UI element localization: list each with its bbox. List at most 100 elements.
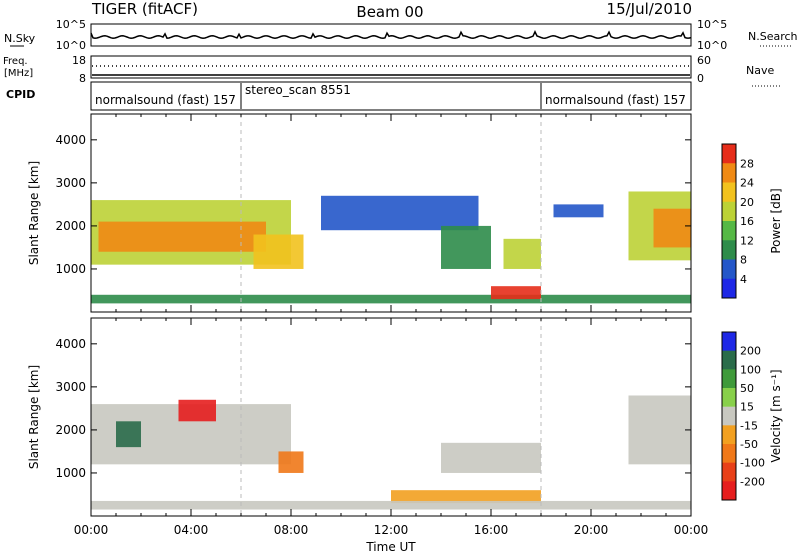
colorbar-tick-label: 24	[740, 177, 754, 190]
nsearch-tick-bottom: 10^0	[697, 39, 727, 52]
scatter-region	[91, 500, 691, 510]
x-axis-ticks: 00:00 04:00 08:00 12:00 16:00 20:00 00:00	[74, 523, 709, 537]
scatter-region	[98, 221, 266, 252]
colorbar-swatch	[722, 259, 736, 280]
colorbar-label: Velocity [m s⁻¹]	[769, 369, 783, 462]
colorbar-label: Power [dB]	[769, 188, 783, 253]
cpid-segment-label: stereo_scan 8551	[245, 83, 351, 97]
colorbar-tick-label: -50	[740, 438, 758, 451]
x-tick-label: 16:00	[474, 523, 509, 537]
scatter-region	[441, 442, 541, 473]
cpid-panel	[90, 81, 692, 111]
scatter-region	[321, 195, 479, 231]
colorbar-tick-label: -200	[740, 475, 765, 488]
colorbar-swatch	[722, 278, 736, 299]
nsky-panel	[90, 23, 692, 47]
colorbar-tick-label: -100	[740, 457, 765, 470]
beam-title: Beam 00	[356, 3, 423, 21]
y-tick-label: 4000	[55, 337, 86, 351]
scatter-region	[503, 238, 541, 269]
y-tick-label: 3000	[55, 380, 86, 394]
scatter-region	[441, 225, 491, 269]
colorbar-tick-label: 20	[740, 196, 754, 209]
colorbar-swatch	[722, 332, 736, 352]
scatter-region	[553, 204, 604, 218]
colorbar-swatch	[722, 388, 736, 408]
colorbar-tick-label: 4	[740, 273, 747, 286]
freq-unit: [MHz]	[4, 68, 33, 79]
scatter-region	[253, 234, 304, 269]
power-panel: 1000 2000 3000 4000 Slant Range [km]	[27, 113, 692, 313]
nsky-label: N.Sky	[4, 32, 36, 45]
scatter-region	[491, 286, 541, 300]
colorbar-frame	[721, 143, 737, 299]
colorbar-swatch	[722, 425, 736, 445]
date-title: 15/Jul/2010	[607, 0, 692, 18]
scatter-region	[391, 490, 541, 504]
colorbar-tick-label: 8	[740, 254, 747, 267]
station-title: TIGER (fitACF)	[91, 0, 198, 18]
nsearch-tick-top: 10^5	[697, 18, 727, 31]
cpid-segment-label: normalsound (fast) 157	[95, 93, 236, 107]
nsky-trace	[90, 30, 692, 40]
scatter-region	[653, 208, 691, 248]
y-tick-label: 2000	[55, 423, 86, 437]
x-tick-label: 00:00	[74, 523, 109, 537]
y-tick-label: 2000	[55, 219, 86, 233]
scatter-region	[116, 421, 141, 448]
nsky-tick-top: 10^5	[56, 18, 86, 31]
colorbar-tick-label: 100	[740, 363, 761, 376]
colorbar-tick-label: 50	[740, 382, 754, 395]
scatter-region	[91, 294, 691, 304]
freq-label: Freq.	[3, 56, 28, 67]
colorbar-swatch	[722, 444, 736, 464]
colorbar-swatch	[722, 406, 736, 426]
y-tick-label: 4000	[55, 133, 86, 147]
nsky-tick-bottom: 10^0	[56, 39, 86, 52]
nave-tick-bottom: 0	[697, 72, 704, 85]
colorbar-tick-label: -15	[740, 419, 758, 432]
nave-tick-top: 60	[697, 54, 711, 67]
colorbar-tick-label: 200	[740, 345, 761, 358]
velocity-colorbar: 200 100 50 15 -15 -50 -100 -200 Velocity [m s⁻¹]	[721, 331, 783, 501]
colorbar-swatch	[722, 144, 736, 164]
cpid-segment-label: normalsound (fast) 157	[545, 93, 686, 107]
scatter-region	[628, 395, 691, 465]
freq-panel	[90, 55, 692, 79]
colorbar-swatch	[722, 462, 736, 482]
colorbar-frame	[721, 331, 737, 501]
colorbar-swatch	[722, 369, 736, 389]
nave-label: Nave	[746, 64, 774, 77]
x-axis-label: Time UT	[365, 540, 416, 554]
y-axis-label: Slant Range [km]	[27, 365, 41, 469]
colorbar-swatch	[722, 182, 736, 203]
colorbar-tick-label: 16	[740, 215, 754, 228]
cpid-label: CPID	[6, 88, 35, 101]
cpid-segments: normalsound (fast) 157 stereo_scan 8551 no…	[95, 83, 686, 109]
colorbar-swatch	[722, 350, 736, 370]
velocity-panel: 1000 2000 3000 4000 Slant Range [km]	[27, 317, 692, 517]
x-tick-label: 12:00	[374, 523, 409, 537]
scatter-region	[178, 399, 216, 422]
colorbar-swatch	[722, 481, 736, 501]
colorbar-tick-label: 28	[740, 157, 754, 170]
nsearch-label: N.Search	[748, 30, 798, 43]
freq-tick-top: 18	[72, 54, 86, 67]
colorbar-swatch	[722, 201, 736, 222]
freq-tick-bottom: 8	[79, 72, 86, 85]
y-tick-label: 3000	[55, 176, 86, 190]
colorbar-tick-label: 15	[740, 401, 754, 414]
colorbar-swatch	[722, 163, 736, 183]
colorbar-swatch	[722, 240, 736, 260]
scatter-region	[278, 451, 304, 473]
y-axis-label: Slant Range [km]	[27, 161, 41, 265]
y-tick-label: 1000	[55, 466, 86, 480]
colorbar-tick-label: 12	[740, 234, 754, 247]
x-tick-label: 08:00	[274, 523, 309, 537]
power-colorbar: 4 8 12 16 20 24 28 Power [dB]	[721, 143, 783, 299]
x-tick-label: 00:00	[674, 523, 709, 537]
colorbar-swatch	[722, 221, 736, 241]
x-tick-label: 04:00	[174, 523, 209, 537]
x-tick-label: 20:00	[574, 523, 609, 537]
